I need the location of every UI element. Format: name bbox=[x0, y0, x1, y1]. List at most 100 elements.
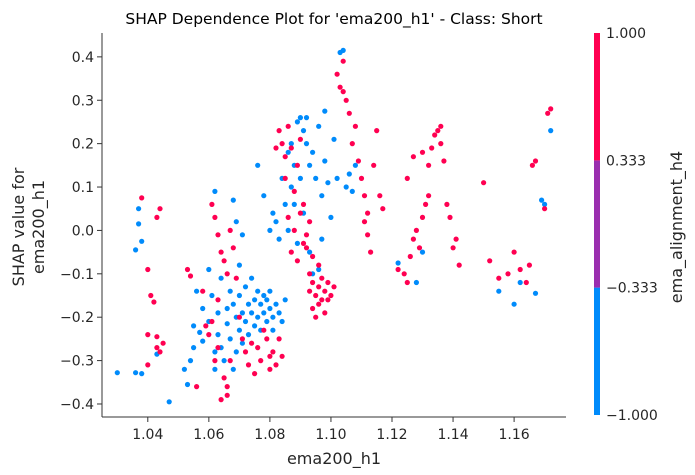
data-point bbox=[221, 358, 227, 364]
data-point bbox=[233, 349, 239, 355]
data-point bbox=[319, 275, 325, 281]
data-point bbox=[294, 258, 300, 264]
data-point bbox=[136, 221, 142, 227]
y-tick-label: −0.2 bbox=[60, 310, 94, 326]
data-point bbox=[349, 188, 355, 194]
data-point bbox=[294, 162, 300, 168]
data-point bbox=[496, 275, 502, 281]
data-point bbox=[236, 262, 242, 268]
data-point bbox=[419, 149, 426, 155]
data-point bbox=[343, 184, 349, 190]
data-point bbox=[242, 284, 249, 290]
data-point bbox=[282, 175, 288, 181]
data-point bbox=[133, 247, 139, 253]
data-point bbox=[511, 249, 517, 255]
x-tick-label: 1.04 bbox=[132, 427, 163, 443]
data-point bbox=[139, 371, 145, 377]
data-point bbox=[303, 141, 310, 147]
chart-title: SHAP Dependence Plot for 'ema200_h1' - C… bbox=[125, 10, 542, 29]
x-axis-ticks: 1.04 1.06 1.08 1.10 1.12 1.14 1.16 bbox=[132, 417, 530, 443]
data-point bbox=[331, 284, 337, 290]
data-point bbox=[133, 370, 139, 376]
data-point bbox=[276, 128, 282, 134]
data-point bbox=[261, 310, 267, 316]
data-point bbox=[273, 362, 279, 368]
colorbar-band bbox=[594, 287, 600, 415]
data-point bbox=[450, 245, 456, 251]
data-point bbox=[340, 47, 346, 54]
data-point bbox=[413, 227, 419, 233]
data-point bbox=[340, 58, 346, 64]
x-tick-label: 1.14 bbox=[437, 427, 468, 443]
data-point bbox=[148, 292, 154, 299]
data-point bbox=[267, 227, 273, 233]
data-point bbox=[361, 219, 368, 225]
data-point bbox=[395, 260, 401, 266]
data-point bbox=[419, 214, 426, 220]
data-point bbox=[227, 288, 233, 294]
data-point bbox=[154, 345, 160, 351]
data-point bbox=[310, 279, 316, 286]
data-point bbox=[215, 232, 221, 238]
data-point bbox=[245, 362, 252, 368]
data-point bbox=[212, 358, 218, 364]
data-point bbox=[310, 305, 316, 312]
data-point bbox=[426, 193, 432, 199]
data-point bbox=[505, 271, 511, 277]
data-point bbox=[255, 345, 261, 351]
data-point bbox=[297, 136, 303, 142]
data-point bbox=[157, 206, 163, 212]
data-point bbox=[194, 288, 200, 294]
data-point bbox=[221, 375, 227, 381]
data-point bbox=[316, 123, 322, 129]
data-point bbox=[194, 384, 200, 390]
scatter-points bbox=[114, 47, 554, 405]
data-point bbox=[270, 314, 276, 320]
data-point bbox=[273, 145, 279, 151]
data-point bbox=[245, 332, 252, 338]
data-point bbox=[236, 327, 242, 333]
data-point bbox=[224, 305, 230, 312]
data-point bbox=[542, 201, 548, 207]
data-point bbox=[316, 266, 322, 273]
data-point bbox=[261, 327, 267, 333]
data-point bbox=[200, 288, 206, 294]
data-point bbox=[307, 249, 313, 255]
data-point bbox=[529, 162, 536, 168]
data-point bbox=[346, 110, 352, 116]
data-point bbox=[297, 115, 303, 121]
data-point bbox=[166, 399, 172, 405]
data-point bbox=[230, 366, 236, 372]
y-tick-label: −0.3 bbox=[60, 354, 94, 370]
data-point bbox=[218, 397, 224, 403]
data-point bbox=[319, 297, 325, 303]
data-point bbox=[276, 310, 282, 316]
data-point bbox=[285, 214, 291, 220]
data-point bbox=[313, 314, 319, 320]
data-point bbox=[300, 128, 307, 134]
x-axis-label: ema200_h1 bbox=[287, 449, 381, 469]
data-point bbox=[294, 240, 300, 246]
data-point bbox=[285, 123, 291, 129]
data-point bbox=[160, 340, 166, 346]
data-point bbox=[252, 371, 258, 377]
data-point bbox=[435, 128, 441, 134]
data-point bbox=[307, 219, 313, 225]
data-point bbox=[487, 258, 493, 264]
y-tick-label: 0.2 bbox=[72, 137, 94, 153]
data-point bbox=[288, 141, 294, 147]
data-point bbox=[239, 340, 245, 346]
data-point bbox=[288, 184, 294, 190]
data-point bbox=[187, 273, 194, 279]
data-point bbox=[297, 175, 303, 181]
data-point bbox=[255, 288, 261, 294]
data-point bbox=[300, 201, 307, 207]
data-point bbox=[200, 338, 206, 344]
y-tick-label: 0.4 bbox=[72, 50, 94, 66]
data-point bbox=[322, 158, 328, 164]
colorbar-band bbox=[594, 33, 600, 161]
colorbar-tick-label: 1.000 bbox=[606, 26, 646, 42]
data-point bbox=[526, 262, 533, 268]
data-point bbox=[136, 206, 142, 212]
data-point bbox=[346, 171, 352, 177]
